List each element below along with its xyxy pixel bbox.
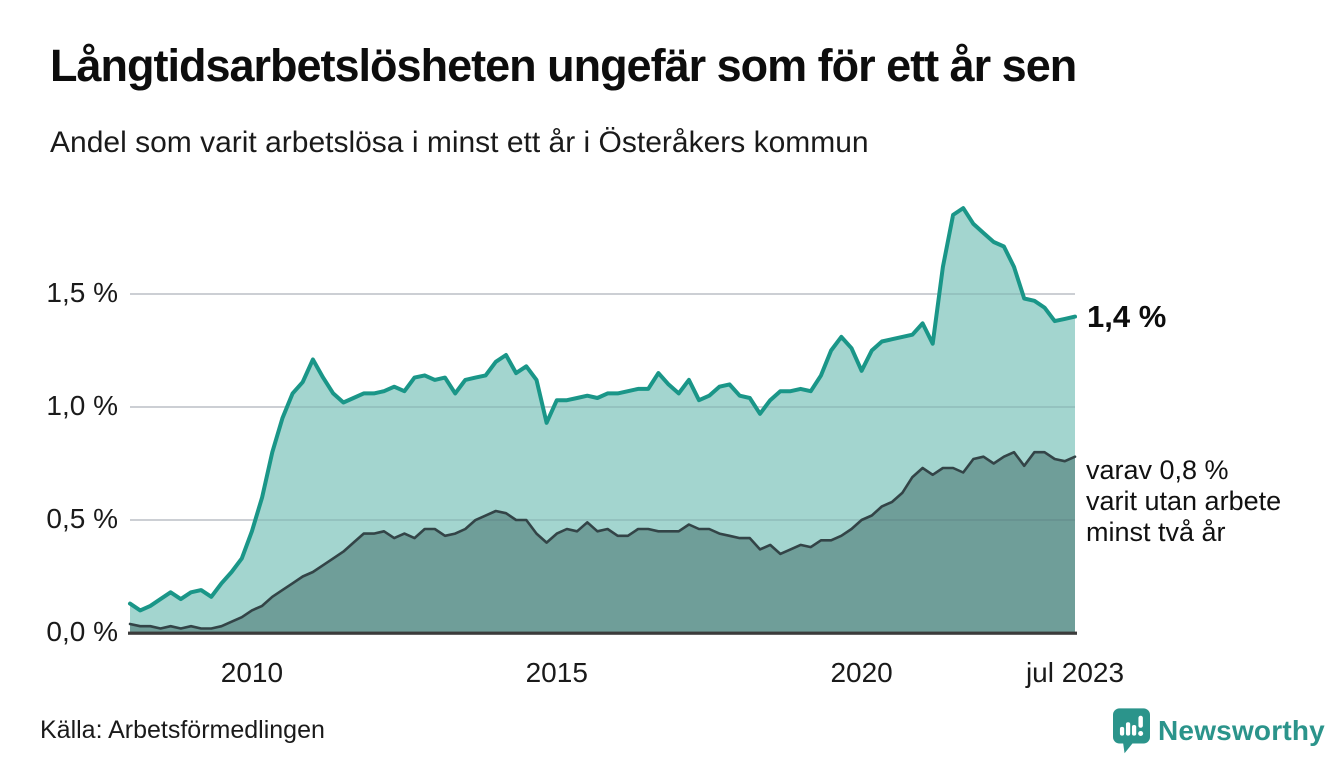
page-title: Långtidsarbetslösheten ungefär som för e… — [50, 40, 1077, 91]
latest-value-annotation: 1,4 % — [1087, 299, 1167, 334]
newsworthy-logo: Newsworthy — [1113, 708, 1325, 760]
secondary-annotation: varav 0,8 % varit utan arbete minst två … — [1086, 455, 1282, 547]
newsworthy-logo-icon — [1113, 708, 1150, 760]
newsworthy-logo-text: Newsworthy — [1158, 715, 1325, 746]
page-subtitle: Andel som varit arbetslösa i minst ett å… — [50, 126, 869, 159]
source-note: Källa: Arbetsförmedlingen — [40, 716, 325, 744]
